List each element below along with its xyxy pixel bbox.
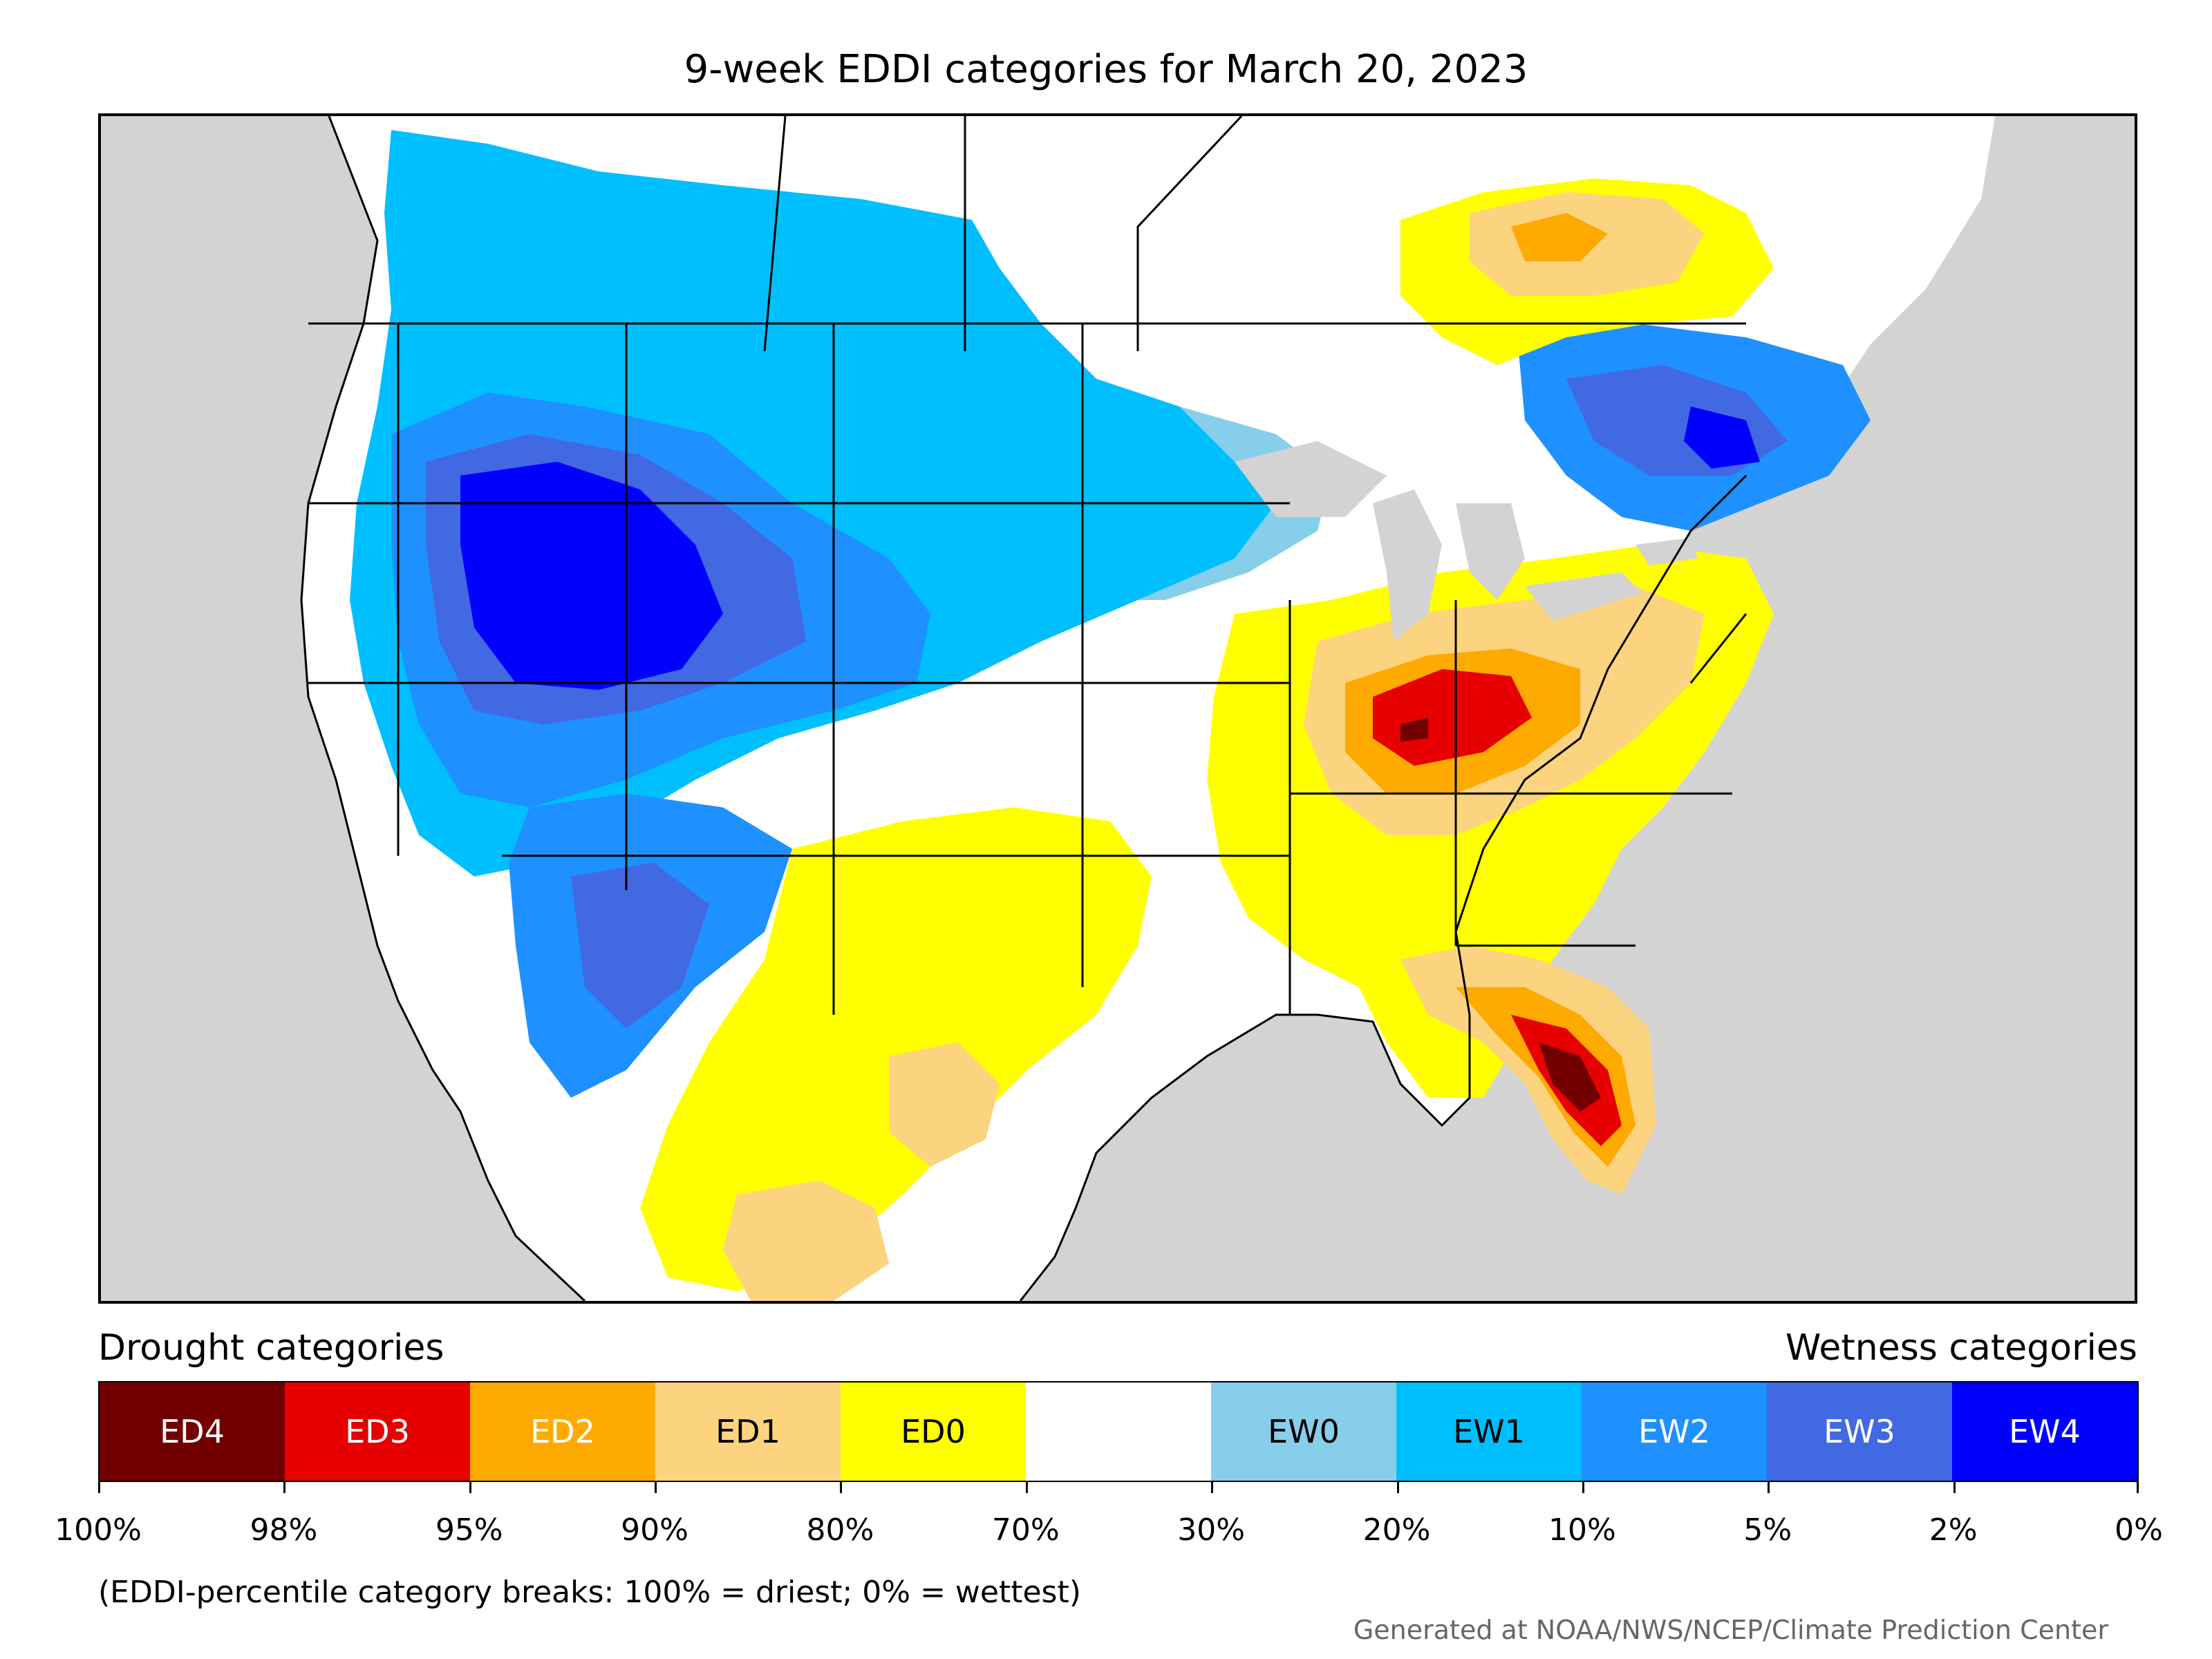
coastline (300, 116, 586, 1301)
dry-region-mexico-ed1 (723, 1181, 889, 1301)
dry-region-east-ed4 (1400, 718, 1428, 742)
boundaries (308, 116, 1747, 1015)
legend-tick (98, 1482, 100, 1493)
wet-region-northeast-max (1684, 406, 1760, 469)
legend-swatch: EW2 (1582, 1382, 1767, 1481)
dry-region-south-ed1 (889, 1042, 1000, 1167)
legend-tick (1211, 1482, 1214, 1493)
legend-swatch: ED1 (655, 1382, 841, 1481)
dry-region-florida-ed4 (1539, 1042, 1601, 1112)
legend-tick (1953, 1482, 1956, 1493)
credit-line: Generated at NOAA/NWS/NCEP/Climate Predi… (1353, 1615, 2108, 1645)
legend-colorbar: ED4 ED3 ED2 ED1 ED0 EW0 EW1 EW2 EW3 EW4 (98, 1381, 2139, 1482)
legend-tick (655, 1482, 657, 1493)
legend-tick-label: 30% (1177, 1512, 1246, 1548)
legend-tick-label: 90% (621, 1512, 688, 1548)
legend-tick (1768, 1482, 1770, 1493)
legend-tick-label: 5% (1743, 1512, 1792, 1548)
wetness-heading: Wetness categories (1785, 1327, 2137, 1369)
dry-region-east-ed3 (1373, 669, 1532, 766)
legend-swatch: EW0 (1211, 1382, 1396, 1481)
wet-region-southwest-fringe (571, 863, 709, 1029)
legend-tick-label: 100% (55, 1512, 142, 1548)
legend-swatch: EW3 (1767, 1382, 1952, 1481)
legend-swatch: ED4 (100, 1382, 285, 1481)
legend-tick-label: 98% (250, 1512, 318, 1548)
legend-tick (1396, 1482, 1399, 1493)
great-lakes (1235, 441, 1698, 641)
legend-tick-label: 20% (1362, 1512, 1431, 1548)
legend-swatch: ED3 (285, 1382, 470, 1481)
map-title: 9-week EDDI categories for March 20, 202… (684, 47, 1528, 92)
wet-core-ew4 (460, 462, 723, 690)
gulf-coast (1019, 474, 1747, 1301)
legend-note: (EDDI-percentile category breaks: 100% =… (98, 1575, 1081, 1610)
legend-swatch: ED2 (470, 1382, 655, 1481)
legend-ticks (98, 1482, 2139, 1496)
legend-tick-label: 2% (1929, 1512, 1978, 1548)
legend-tick (2137, 1482, 2139, 1493)
legend-swatch (1026, 1382, 1211, 1481)
legend-swatch: EW4 (1952, 1382, 2137, 1481)
dry-region-south-ed0 (640, 807, 1152, 1291)
drought-heading: Drought categories (98, 1327, 444, 1369)
legend-tick (1582, 1482, 1584, 1493)
legend-tick (1025, 1482, 1028, 1493)
legend-tick (283, 1482, 286, 1493)
legend-tick (469, 1482, 471, 1493)
legend-tick-label: 95% (435, 1512, 503, 1548)
legend-swatch: ED0 (841, 1382, 1026, 1481)
legend-tick-label: 70% (991, 1512, 1060, 1548)
eddi-map (98, 113, 2137, 1304)
map-canvas (300, 116, 1995, 1301)
legend-tick-label: 0% (2115, 1512, 2163, 1548)
dry-region-canada-ed2 (1511, 213, 1608, 261)
legend-tick (840, 1482, 843, 1493)
legend-swatch: EW1 (1396, 1382, 1582, 1481)
legend-tick-label: 10% (1548, 1512, 1616, 1548)
legend-tick-label: 80% (806, 1512, 874, 1548)
